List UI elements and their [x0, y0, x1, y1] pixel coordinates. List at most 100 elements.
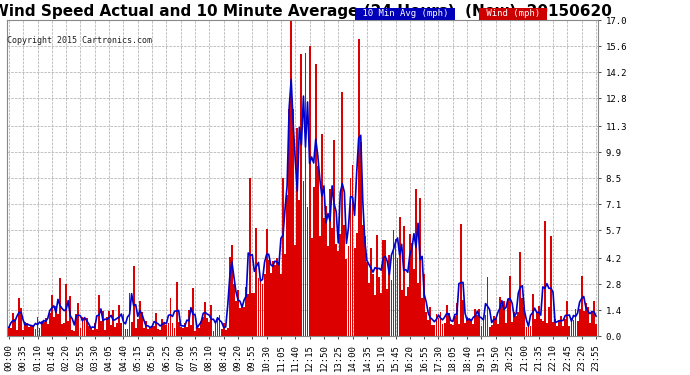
Bar: [515, 315, 517, 336]
Bar: [143, 328, 145, 336]
Bar: [503, 301, 505, 336]
Bar: [77, 303, 79, 336]
Bar: [83, 318, 86, 336]
Bar: [32, 325, 34, 336]
Bar: [538, 306, 540, 336]
Bar: [174, 328, 175, 336]
Bar: [164, 324, 166, 336]
Bar: [368, 283, 370, 336]
Bar: [210, 305, 213, 336]
Bar: [395, 238, 397, 336]
Bar: [61, 324, 63, 336]
Bar: [464, 323, 466, 336]
Bar: [128, 293, 130, 336]
Bar: [329, 189, 331, 336]
Bar: [319, 236, 321, 336]
Bar: [28, 327, 30, 336]
Bar: [239, 308, 241, 336]
Bar: [276, 258, 278, 336]
Bar: [589, 323, 591, 336]
Bar: [440, 312, 442, 336]
Bar: [24, 322, 26, 336]
Bar: [522, 298, 523, 336]
Bar: [585, 303, 586, 336]
Bar: [593, 301, 595, 336]
Bar: [446, 304, 448, 336]
Bar: [125, 329, 126, 336]
Bar: [532, 294, 533, 336]
Bar: [475, 309, 476, 336]
Bar: [102, 311, 104, 336]
Bar: [217, 316, 219, 336]
Bar: [513, 312, 515, 336]
Bar: [579, 309, 580, 336]
Bar: [533, 319, 535, 336]
Bar: [486, 278, 489, 336]
Bar: [270, 273, 272, 336]
Bar: [53, 316, 55, 336]
Bar: [86, 318, 88, 336]
Bar: [501, 304, 503, 336]
Bar: [350, 178, 351, 336]
Bar: [335, 244, 337, 336]
Bar: [321, 134, 323, 336]
Bar: [241, 306, 243, 336]
Bar: [206, 318, 208, 336]
Bar: [67, 321, 69, 336]
Bar: [55, 306, 57, 336]
Bar: [302, 181, 304, 336]
Bar: [178, 322, 179, 336]
Bar: [530, 326, 531, 336]
Bar: [8, 327, 10, 336]
Bar: [466, 317, 468, 336]
Bar: [413, 269, 415, 336]
Bar: [566, 301, 569, 336]
Bar: [295, 244, 296, 336]
Bar: [247, 294, 249, 336]
Bar: [235, 301, 237, 336]
Bar: [130, 322, 132, 336]
Bar: [393, 230, 395, 336]
Bar: [397, 258, 399, 336]
Bar: [505, 323, 507, 336]
Bar: [172, 323, 173, 336]
Bar: [176, 282, 177, 336]
Bar: [362, 225, 364, 336]
Bar: [376, 235, 378, 336]
Bar: [155, 313, 157, 336]
Text: 10 Min Avg (mph): 10 Min Avg (mph): [357, 9, 453, 18]
Bar: [73, 331, 75, 336]
Bar: [344, 225, 345, 336]
Bar: [511, 321, 513, 336]
Bar: [370, 248, 372, 336]
Bar: [57, 314, 59, 336]
Bar: [262, 284, 264, 336]
Bar: [81, 317, 83, 336]
Bar: [325, 206, 327, 336]
Bar: [299, 200, 300, 336]
Bar: [47, 324, 49, 336]
Bar: [372, 273, 374, 336]
Bar: [243, 308, 245, 336]
Bar: [569, 326, 571, 336]
Text: Wind (mph): Wind (mph): [481, 9, 545, 18]
Bar: [327, 246, 329, 336]
Bar: [51, 295, 52, 336]
Bar: [272, 261, 274, 336]
Bar: [186, 327, 188, 336]
Bar: [251, 293, 253, 336]
Bar: [16, 330, 18, 336]
Bar: [562, 326, 564, 336]
Bar: [69, 296, 71, 336]
Bar: [293, 108, 294, 336]
Bar: [509, 276, 511, 336]
Bar: [524, 307, 525, 336]
Bar: [79, 328, 81, 336]
Bar: [288, 110, 290, 336]
Bar: [166, 325, 167, 336]
Bar: [14, 320, 16, 336]
Bar: [550, 236, 552, 336]
Bar: [382, 240, 384, 336]
Bar: [499, 297, 501, 336]
Bar: [384, 240, 386, 336]
